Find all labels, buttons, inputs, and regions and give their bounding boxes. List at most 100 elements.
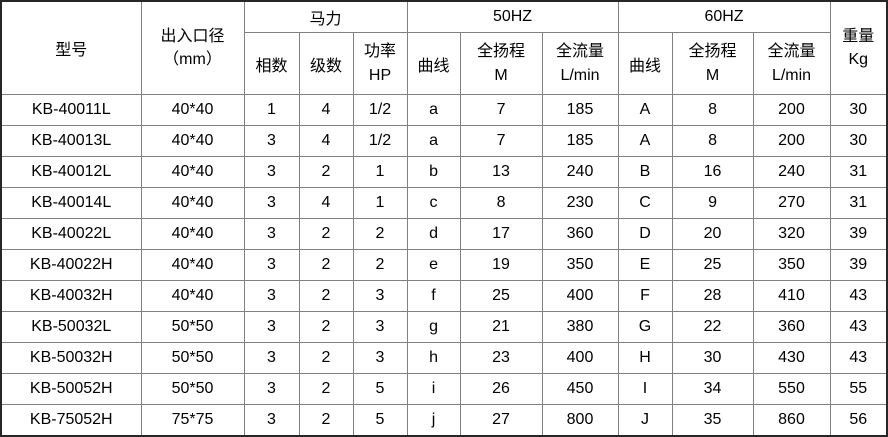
table-row: KB-40011L 40*40 1 4 1/2 a 7 185 A 8 200 30	[0, 94, 888, 126]
table-cell: 8	[671, 125, 754, 157]
model-cell: KB-50032H	[0, 342, 142, 374]
table-cell: 25	[459, 280, 543, 312]
table-cell: 2	[298, 156, 354, 188]
table-cell: 3	[243, 373, 300, 405]
table-cell: 860	[752, 404, 831, 437]
header-50hz-flow-line2: L/min	[560, 66, 600, 84]
header-weight: 重量 Kg	[829, 0, 888, 95]
table-row: KB-40022H 40*40 3 2 2 e 19 350 E 25 350 39	[0, 249, 888, 281]
model-cell: KB-50052H	[0, 373, 142, 405]
table-cell: 30	[671, 342, 754, 374]
table-cell: 50*50	[140, 373, 245, 405]
table-cell: 380	[541, 311, 619, 343]
table-cell: 450	[541, 373, 619, 405]
table-cell: 4	[298, 125, 354, 157]
header-power-line2: HP	[368, 66, 392, 84]
table-cell: 43	[829, 280, 888, 312]
table-cell: 5	[352, 373, 408, 405]
table-cell: 270	[752, 187, 831, 219]
table-cell: 3	[243, 311, 300, 343]
table-cell: 2	[298, 218, 354, 250]
table-cell: 800	[541, 404, 619, 437]
table-cell: 200	[752, 94, 831, 126]
table-cell: D	[617, 218, 673, 250]
table-cell: 13	[459, 156, 543, 188]
table-cell: 3	[243, 249, 300, 281]
table-cell: 40*40	[140, 280, 245, 312]
table-cell: 20	[671, 218, 754, 250]
table-cell: 410	[752, 280, 831, 312]
table-row: KB-50032L 50*50 3 2 3 g 21 380 G 22 360 43	[0, 311, 888, 343]
table-cell: 22	[671, 311, 754, 343]
table-cell: f	[406, 280, 461, 312]
table-cell: 40*40	[140, 94, 245, 126]
table-cell: 230	[541, 187, 619, 219]
table-row: KB-40022L 40*40 3 2 2 d 17 360 D 20 320 39	[0, 218, 888, 250]
table-cell: 400	[541, 342, 619, 374]
table-cell: 320	[752, 218, 831, 250]
table-row: KB-40013L 40*40 3 4 1/2 a 7 185 A 8 200 30	[0, 125, 888, 157]
table-cell: 3	[352, 342, 408, 374]
table-cell: 27	[459, 404, 543, 437]
table-cell: 30	[829, 94, 888, 126]
table-cell: 1	[243, 94, 300, 126]
header-power-line1: 功率	[364, 43, 397, 61]
header-50hz-flow-line1: 全流量	[556, 43, 605, 61]
table-cell: 1	[352, 187, 408, 219]
table-row: KB-50052H 50*50 3 2 5 i 26 450 I 34 550 55	[0, 373, 888, 405]
table-row: KB-40032H 40*40 3 2 3 f 25 400 F 28 410 43	[0, 280, 888, 312]
header-60hz-curve: 曲线	[617, 32, 673, 95]
table-cell: j	[406, 404, 461, 437]
table-cell: 3	[352, 280, 408, 312]
table-cell: E	[617, 249, 673, 281]
header-60hz-head: 全扬程 M	[671, 32, 754, 95]
header-stage: 级数	[298, 32, 354, 95]
header-60hz-group: 60HZ	[617, 0, 831, 33]
table-cell: a	[406, 125, 461, 157]
model-cell: KB-40032H	[0, 280, 142, 312]
table-cell: 2	[298, 249, 354, 281]
header-diameter: 出入口径 （mm）	[140, 0, 245, 95]
table-row: KB-40012L 40*40 3 2 1 b 13 240 B 16 240 31	[0, 156, 888, 188]
table-cell: 2	[298, 342, 354, 374]
table-cell: 30	[829, 125, 888, 157]
table-cell: 2	[352, 218, 408, 250]
table-header: 型号 出入口径 （mm） 马力 50HZ 60HZ 重量 Kg 相数 级数 功率…	[0, 0, 888, 95]
table-cell: 3	[352, 311, 408, 343]
table-cell: 50*50	[140, 342, 245, 374]
header-60hz-head-line1: 全扬程	[688, 43, 737, 61]
table-cell: 40*40	[140, 218, 245, 250]
header-horsepower-group: 马力	[243, 0, 408, 33]
table-body: KB-40011L 40*40 1 4 1/2 a 7 185 A 8 200 30 KB-40013L…	[0, 94, 888, 437]
header-model: 型号	[0, 0, 142, 95]
header-60hz-head-line2: M	[705, 66, 720, 84]
table-cell: 40*40	[140, 249, 245, 281]
table-cell: 55	[829, 373, 888, 405]
table-cell: 240	[752, 156, 831, 188]
table-cell: 185	[541, 125, 619, 157]
table-cell: 240	[541, 156, 619, 188]
table-cell: 16	[671, 156, 754, 188]
table-cell: c	[406, 187, 461, 219]
header-50hz-head-line1: 全扬程	[477, 43, 526, 61]
table-cell: 43	[829, 311, 888, 343]
table-cell: 8	[671, 94, 754, 126]
table-cell: 360	[752, 311, 831, 343]
model-cell: KB-40011L	[0, 94, 142, 126]
table-cell: C	[617, 187, 673, 219]
model-cell: KB-50032L	[0, 311, 142, 343]
table-cell: 39	[829, 218, 888, 250]
table-cell: 23	[459, 342, 543, 374]
table-cell: b	[406, 156, 461, 188]
header-50hz-group: 50HZ	[406, 0, 619, 33]
header-row-subcolumns: 相数 级数 功率 HP 曲线 全扬程 M 全流量 L/min 曲线 全扬程 M …	[1, 32, 887, 95]
table-cell: I	[617, 373, 673, 405]
table-cell: 3	[243, 156, 300, 188]
table-cell: 3	[243, 342, 300, 374]
model-cell: KB-40014L	[0, 187, 142, 219]
model-cell: KB-40012L	[0, 156, 142, 188]
table-cell: 31	[829, 187, 888, 219]
table-cell: 2	[298, 311, 354, 343]
table-cell: 400	[541, 280, 619, 312]
table-cell: 39	[829, 249, 888, 281]
